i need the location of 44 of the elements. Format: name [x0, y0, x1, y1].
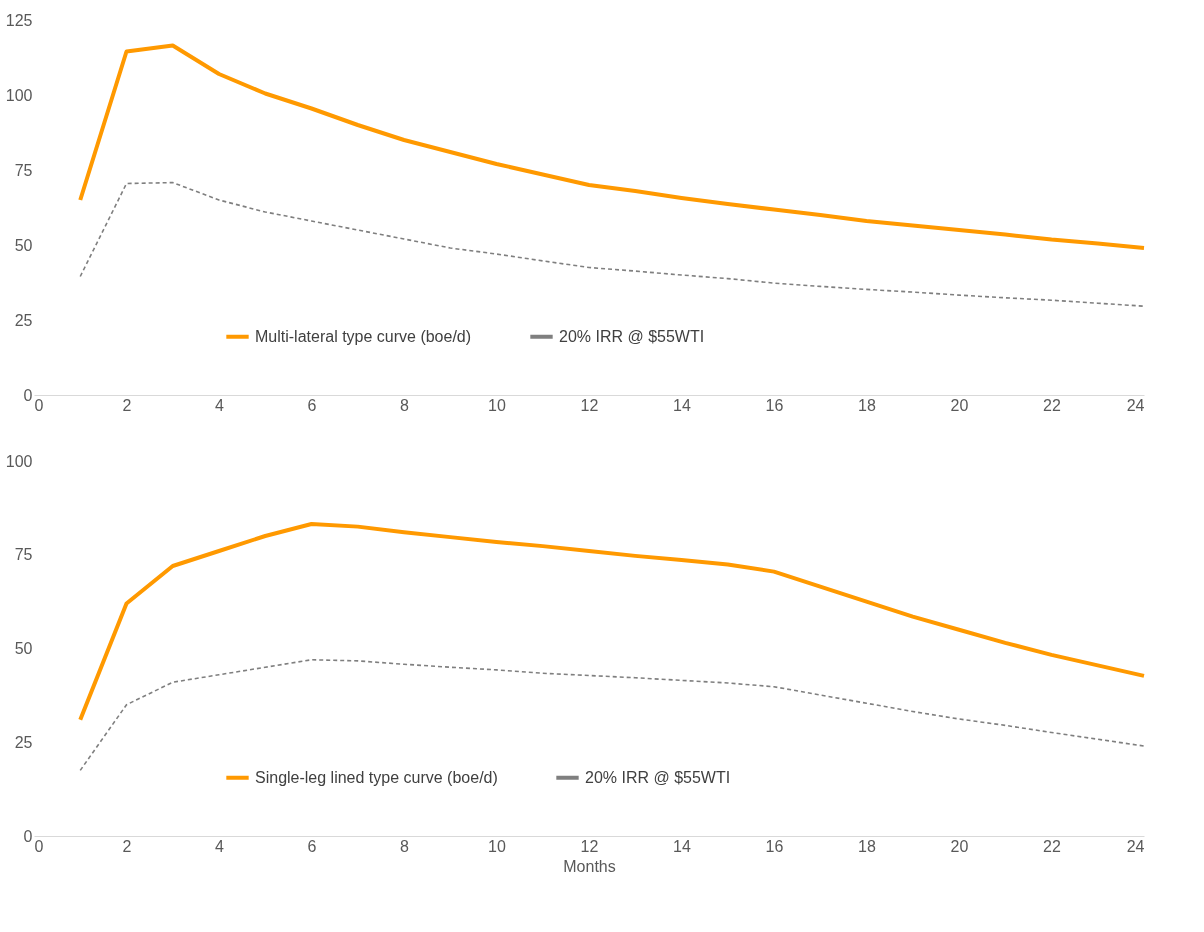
y-tick-label: 25: [14, 311, 33, 329]
x-tick-label: 22: [1043, 396, 1061, 414]
x-tick-label: 0: [34, 396, 44, 414]
legend-label: Single-leg lined type curve (boe/d): [255, 768, 498, 786]
y-tick-label: 75: [14, 546, 33, 564]
x-tick-label: 8: [400, 837, 410, 855]
x-tick-label: 0: [34, 837, 44, 855]
x-tick-label: 24: [1126, 396, 1145, 414]
y-tick-label: 50: [14, 640, 33, 657]
x-tick-label: 22: [1043, 837, 1061, 855]
x-tick-label: 14: [673, 837, 691, 855]
x-tick-label: 14: [673, 396, 691, 414]
x-tick-label: 8: [400, 396, 410, 414]
y-tick-label: 25: [14, 733, 33, 751]
legend-label: 20% IRR @ $55WTI: [559, 327, 705, 345]
x-tick-label: 6: [307, 837, 317, 855]
y-tick-label: 100: [5, 86, 33, 104]
legend-label: Multi-lateral type curve (boe/d): [255, 327, 472, 345]
x-tick-label: 10: [488, 837, 506, 855]
x-tick-label: 12: [580, 396, 599, 414]
line-series: [79, 658, 1145, 772]
x-tick-label: 6: [307, 396, 317, 414]
x-tick-label: 18: [858, 837, 876, 855]
x-tick-label: 24: [1126, 837, 1145, 855]
x-tick-label: 2: [122, 396, 132, 414]
x-tick-label: 2: [122, 837, 132, 855]
x-tick-label: 20: [950, 396, 969, 414]
legend-label: 20% IRR @ $55WTI: [585, 768, 731, 786]
x-tick-label: 16: [765, 837, 784, 855]
line-series: [79, 181, 1145, 307]
x-tick-label: 4: [215, 837, 225, 855]
line-series: [78, 43, 1146, 250]
x-tick-label: 4: [215, 396, 225, 414]
x-tick-label: 20: [950, 837, 969, 855]
y-tick-label: 100: [5, 452, 33, 470]
x-axis-title: Months: [563, 857, 616, 875]
x-tick-label: 18: [858, 396, 876, 414]
x-tick-label: 16: [765, 396, 784, 414]
x-tick-label: 12: [580, 837, 599, 855]
x-tick-label: 10: [488, 396, 506, 414]
y-tick-label: 75: [14, 161, 33, 179]
line-series: [78, 522, 1146, 722]
y-tick-label: 125: [5, 11, 33, 29]
y-tick-label: 50: [14, 236, 33, 254]
